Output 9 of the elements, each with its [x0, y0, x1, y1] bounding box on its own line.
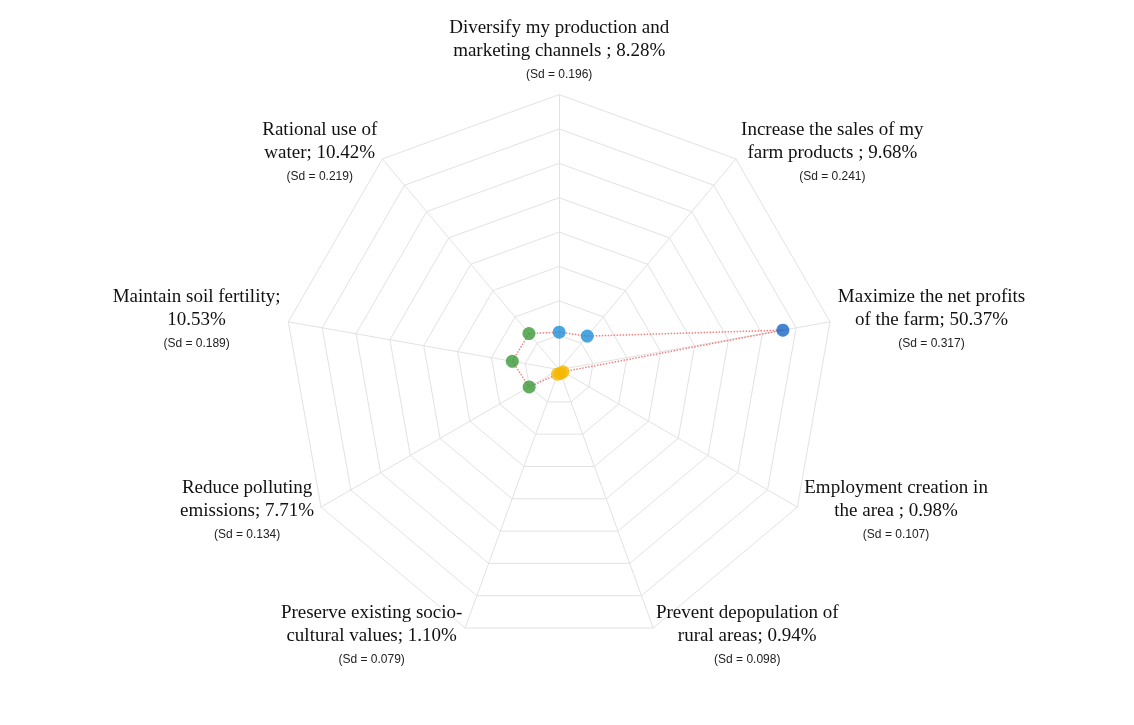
spoke-label: Rational use of water; 10.42% (Sd = 0.219) — [262, 117, 378, 183]
spoke-label: Employment creation in the area ; 0.98% (Sd = 0.107) — [804, 476, 989, 542]
spoke-label: Maximize the net profits of the farm; 50.37% (Sd = 0.317) — [837, 285, 1026, 351]
spoke-label: Increase the sales of my farm products ; 9.68% (Sd = 0.241) — [741, 117, 925, 183]
spoke-label: Maintain soil fertility; 10.53% (Sd = 0.189) — [112, 285, 281, 351]
spoke-label: Reduce polluting emissions; 7.71% (Sd = 0.134) — [180, 476, 315, 542]
spoke-label: Diversify my production and marketing channels ; 8.28% (Sd = 0.196) — [449, 15, 670, 81]
spoke-label: Prevent depopulation of rural areas; 0.94% (Sd = 0.098) — [655, 600, 840, 666]
spoke-label: Preserve existing socio- cultural values; 1.10% (Sd = 0.079) — [280, 600, 463, 666]
